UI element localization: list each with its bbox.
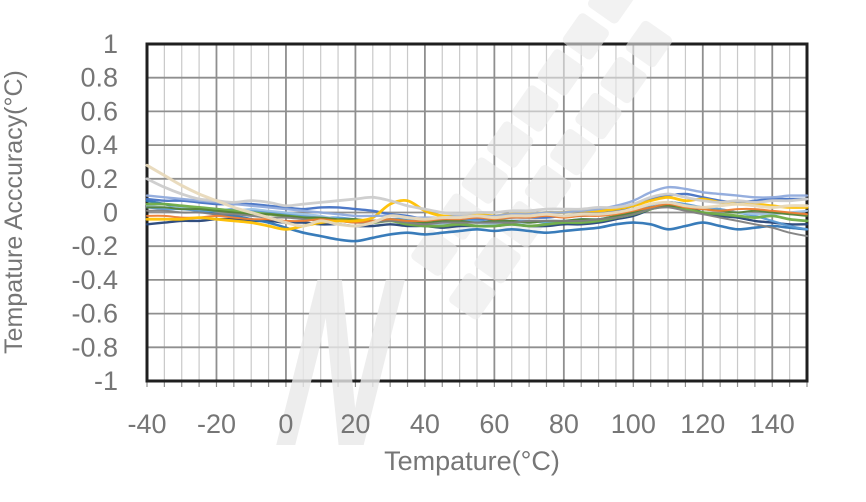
watermark-glyph-block — [512, 85, 559, 132]
x-tick-label--40: -40 — [127, 409, 166, 439]
y-tick-label--0.2: -0.2 — [71, 231, 118, 261]
y-tick-label-0.4: 0.4 — [80, 130, 118, 160]
watermark-glyph-block — [575, 92, 622, 140]
y-tick-label--0.6: -0.6 — [71, 299, 118, 329]
x-tick-label-100: 100 — [611, 409, 656, 439]
y-tick-label--0.4: -0.4 — [71, 265, 118, 295]
watermark-glyph-block — [587, 0, 635, 24]
watermark-glyph-block — [600, 56, 647, 104]
x-tick-label-60: 60 — [479, 409, 509, 439]
watermark-glyph-block — [562, 13, 609, 60]
series-line-royal-blue — [145, 192, 809, 223]
tick-label-layer: -40 -20 0 20 40 60 80 100 120 14010.80.60.40.20-0… — [71, 29, 794, 439]
plot-border-layer — [145, 42, 809, 383]
watermark-glyph-block — [411, 229, 458, 276]
watermark-glyph-block — [449, 273, 496, 320]
series-line-dark-gray — [146, 206, 808, 238]
x-tick-label--20: -20 — [197, 409, 236, 439]
x-tick-label-140: 140 — [750, 409, 795, 439]
watermark-text-rows — [411, 0, 673, 320]
x-tick-label-0: 0 — [278, 409, 293, 439]
y-tick-label--1: -1 — [94, 366, 118, 396]
x-tick-label-120: 120 — [680, 409, 725, 439]
watermark-glyph-block — [550, 128, 597, 176]
x-tick-label-40: 40 — [410, 409, 440, 439]
x-axis-title: Tempature(°C) — [384, 446, 560, 476]
watermark-glyph-block — [474, 237, 521, 284]
y-tick-label-0.2: 0.2 — [80, 164, 118, 194]
y-tick-label-0.8: 0.8 — [80, 63, 118, 93]
x-tick-label-80: 80 — [549, 409, 579, 439]
y-axis-title: Tempature Acccuracy(°C) — [0, 70, 28, 354]
y-tick-label-1: 1 — [103, 29, 118, 59]
series-line-orange — [146, 203, 808, 224]
y-tick-label-0: 0 — [103, 198, 118, 228]
plot-border — [145, 42, 809, 383]
x-tick-label-20: 20 — [340, 409, 370, 439]
y-tick-label--0.8: -0.8 — [71, 332, 118, 362]
series-layer — [145, 163, 809, 243]
watermark-glyph-block — [625, 20, 673, 68]
watermark-glyph-block — [487, 121, 534, 168]
y-tick-label-0.6: 0.6 — [80, 96, 118, 126]
watermark-glyph-block — [537, 49, 584, 96]
series-line-light-gray — [145, 177, 809, 216]
series-line-cream — [145, 163, 809, 228]
watermark-glyph-block — [461, 157, 509, 204]
watermark-glyph-block — [524, 165, 572, 212]
